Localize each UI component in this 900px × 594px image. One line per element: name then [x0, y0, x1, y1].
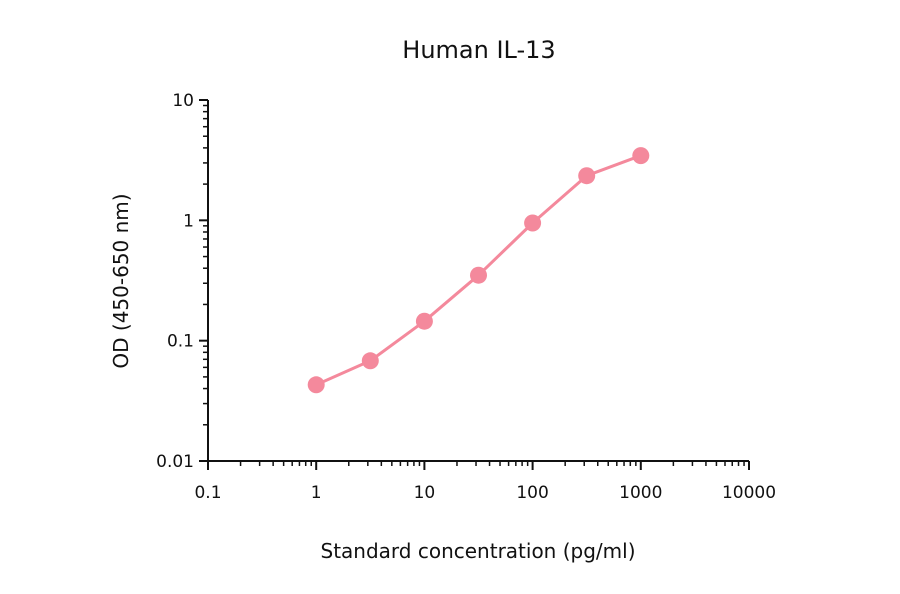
chart-title: Human IL-13	[402, 36, 555, 64]
y-tick-label: 0.1	[167, 332, 194, 352]
data-point	[470, 266, 487, 284]
x-axis-label: Standard concentration (pg/ml)	[321, 539, 636, 563]
data-point	[632, 147, 650, 165]
y-tick-label: 1	[183, 211, 194, 231]
x-tick-label: 10000	[722, 483, 776, 503]
data-point	[307, 376, 325, 394]
x-tick-label: 100	[516, 483, 548, 503]
data-point	[361, 352, 379, 370]
data-point	[578, 167, 596, 185]
x-tick-label: 0.1	[194, 483, 221, 503]
plot-area	[307, 147, 650, 394]
y-tick-label: 10	[172, 91, 194, 111]
data-point	[524, 214, 542, 232]
x-tick-label: 1000	[619, 483, 662, 503]
data-point	[415, 312, 433, 330]
y-axis-label: OD (450-650 nm)	[109, 193, 133, 368]
y-tick-label: 0.01	[156, 452, 194, 472]
x-tick-label: 10	[414, 483, 436, 503]
x-tick-label: 1	[311, 483, 322, 503]
